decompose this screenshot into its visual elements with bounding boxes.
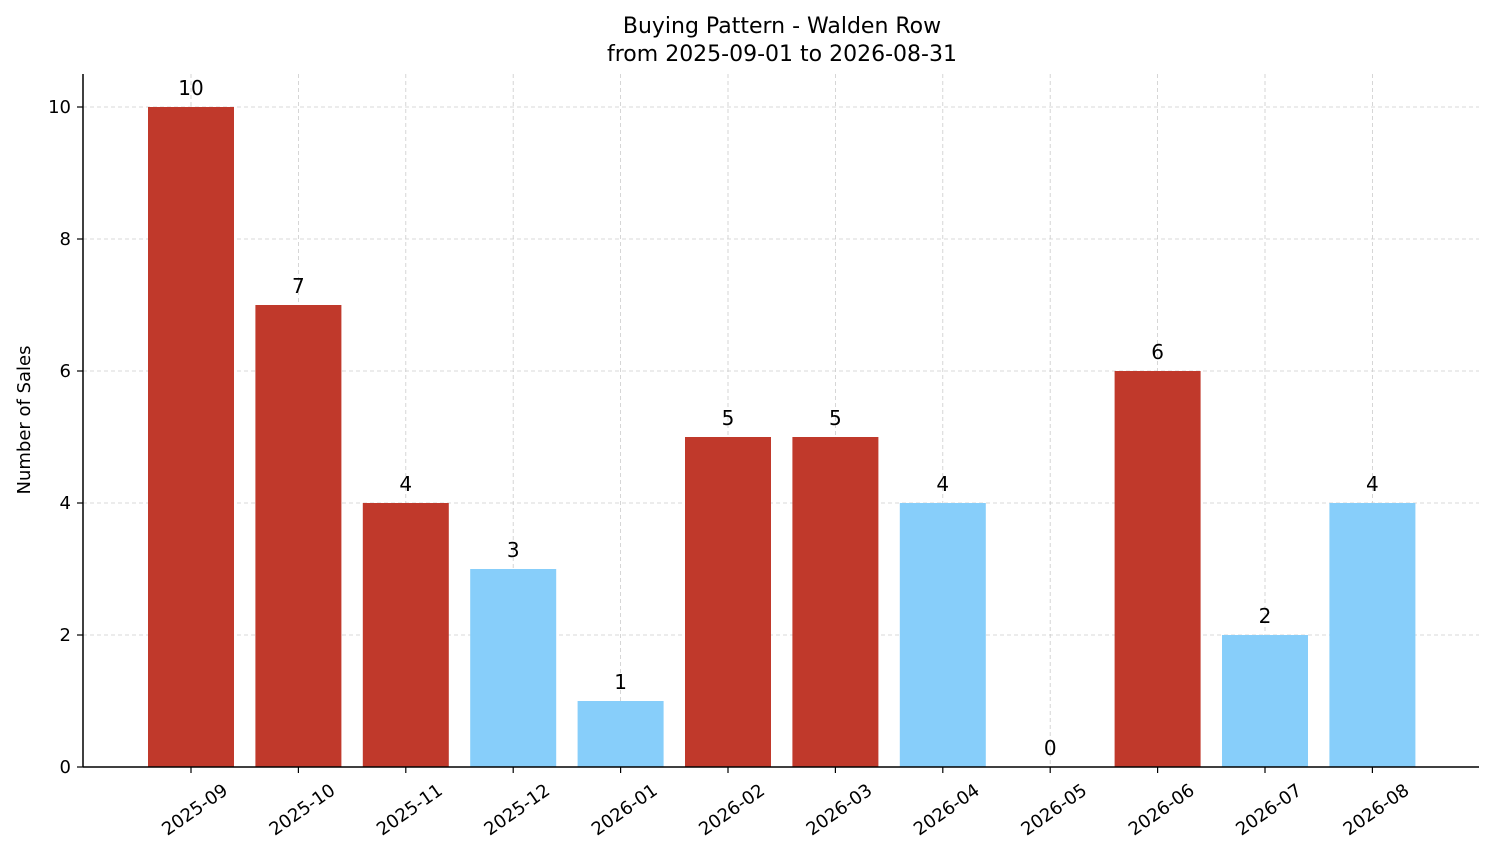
- x-tick-label-2026-06: 2026-06: [1125, 780, 1199, 840]
- data-label-2025-11: 4: [399, 472, 412, 496]
- chart-title: Buying Pattern - Walden Row: [623, 14, 941, 39]
- bar-2026-01: [577, 701, 664, 767]
- y-axis-label: Number of Sales: [14, 345, 35, 494]
- bar-2025-11: [362, 503, 449, 767]
- y-tick-label-1: 2: [60, 625, 71, 646]
- bar-2026-04: [899, 503, 986, 767]
- y-tick-label-3: 6: [60, 361, 71, 382]
- chart-subtitle: from 2025-09-01 to 2026-08-31: [607, 42, 957, 67]
- bars: [148, 107, 1416, 767]
- bar-2026-02: [685, 437, 771, 767]
- x-tick-label-2026-04: 2026-04: [910, 780, 984, 840]
- data-label-2026-01: 1: [614, 670, 627, 694]
- data-label-2026-07: 2: [1259, 604, 1272, 628]
- x-tick-label-2025-11: 2025-11: [373, 780, 447, 840]
- y-tick-label-0: 0: [60, 757, 71, 778]
- data-label-2025-09: 10: [178, 76, 203, 100]
- bar-2025-10: [255, 305, 342, 767]
- y-tick-label-2: 4: [60, 493, 71, 514]
- x-tick-label-2026-07: 2026-07: [1232, 780, 1306, 840]
- bar-2025-12: [470, 569, 557, 767]
- x-tick-label-2026-05: 2026-05: [1017, 780, 1091, 840]
- bar-2026-07: [1222, 635, 1308, 767]
- bar-2026-03: [792, 437, 879, 767]
- data-label-2026-04: 4: [936, 472, 949, 496]
- y-tick-label-4: 8: [60, 229, 71, 250]
- data-label-2025-12: 3: [507, 538, 520, 562]
- x-tick-label-2025-10: 2025-10: [266, 780, 340, 840]
- x-tick-label-2026-03: 2026-03: [803, 780, 877, 840]
- data-labels: 10 7 4 3 1 5 5 4 0 6 2 4: [178, 76, 1378, 760]
- data-label-2026-08: 4: [1366, 472, 1379, 496]
- bar-2026-06: [1114, 371, 1201, 767]
- x-tick-label-2026-02: 2026-02: [695, 780, 769, 840]
- data-label-2026-06: 6: [1151, 340, 1164, 364]
- bar-2026-08: [1329, 503, 1416, 767]
- data-label-2026-03: 5: [829, 406, 842, 430]
- data-label-2025-10: 7: [292, 274, 305, 298]
- x-tick-label-2025-09: 2025-09: [158, 780, 232, 840]
- x-tick-label-2025-12: 2025-12: [480, 780, 554, 840]
- x-tick-label-2026-01: 2026-01: [588, 780, 662, 840]
- data-label-2026-05: 0: [1044, 736, 1057, 760]
- data-label-2026-02: 5: [722, 406, 735, 430]
- bar-2025-09: [148, 107, 234, 767]
- x-tick-label-2026-08: 2026-08: [1340, 780, 1414, 840]
- y-tick-label-5: 10: [48, 97, 71, 118]
